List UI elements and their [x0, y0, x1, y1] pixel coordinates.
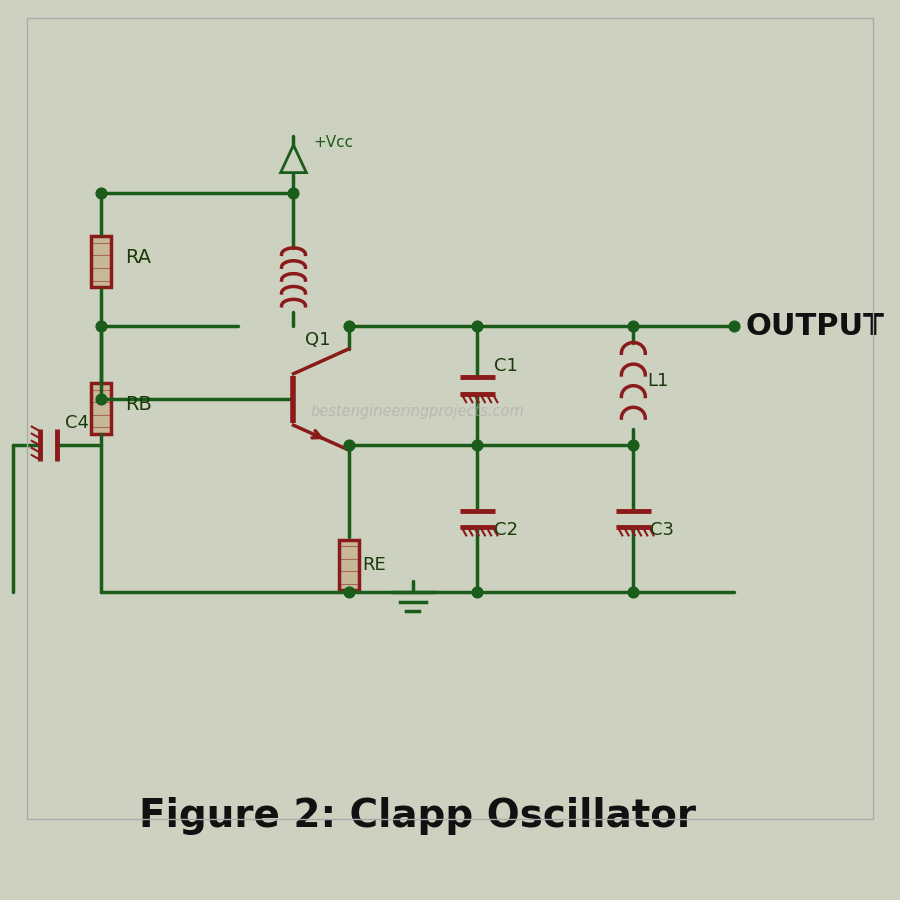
Point: [341, 319, 356, 333]
Text: Figure 2: Clapp Oscillator: Figure 2: Clapp Oscillator: [139, 796, 696, 834]
Point: [94, 319, 108, 333]
Text: RB: RB: [125, 394, 152, 414]
Point: [626, 438, 641, 453]
Text: C4: C4: [65, 414, 89, 432]
Text: bestengineeringprojects.com: bestengineeringprojects.com: [310, 404, 525, 419]
Point: [626, 585, 641, 599]
Text: RA: RA: [125, 248, 151, 266]
Point: [470, 585, 484, 599]
Text: Q1: Q1: [304, 331, 330, 349]
Bar: [91, 237, 111, 287]
Bar: [91, 383, 111, 434]
Point: [94, 392, 108, 407]
Point: [470, 438, 484, 453]
Point: [341, 438, 356, 453]
Point: [470, 319, 484, 333]
Point: [94, 185, 108, 200]
Text: RE: RE: [363, 556, 386, 574]
Text: C2: C2: [494, 521, 518, 539]
Text: OUTPUT: OUTPUT: [745, 311, 885, 340]
Point: [341, 585, 356, 599]
Point: [286, 185, 301, 200]
Text: L1: L1: [647, 372, 669, 390]
Text: C1: C1: [494, 356, 518, 374]
Bar: [338, 540, 359, 590]
Point: [727, 319, 742, 333]
Text: C3: C3: [650, 521, 674, 539]
Text: +Vcc: +Vcc: [314, 135, 354, 149]
Point: [626, 319, 641, 333]
